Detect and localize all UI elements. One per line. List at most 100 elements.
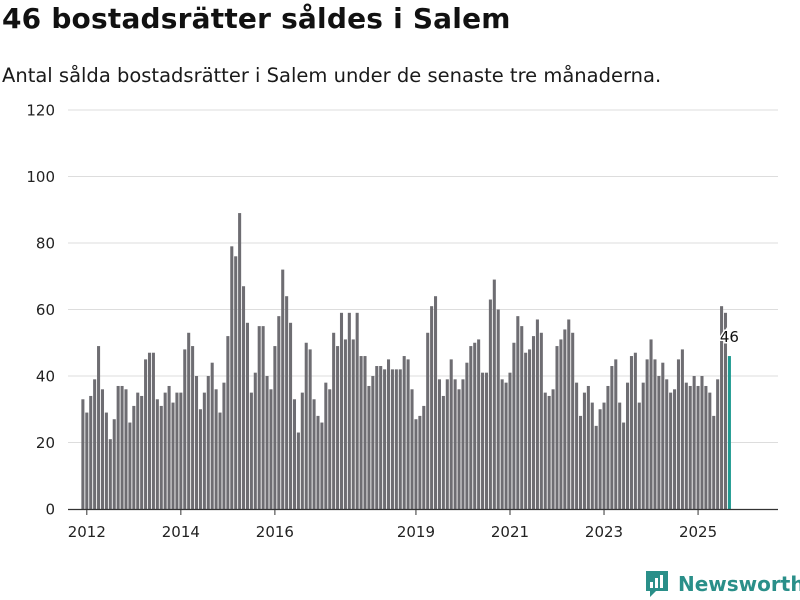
x-tick-label: 2021 xyxy=(491,523,529,541)
newsworthy-brand[interactable]: Newsworthy xyxy=(644,568,800,600)
bar xyxy=(179,392,183,509)
bar xyxy=(684,382,688,509)
bar xyxy=(473,342,477,509)
bar xyxy=(97,346,101,509)
bar xyxy=(414,419,418,509)
bar xyxy=(637,402,641,509)
bar xyxy=(108,439,112,509)
y-tick-label: 80 xyxy=(36,235,55,253)
bar-highlight xyxy=(727,356,731,509)
bar xyxy=(206,376,210,509)
bar xyxy=(300,392,304,509)
y-tick-label: 100 xyxy=(26,168,55,186)
bar xyxy=(700,376,704,509)
bar xyxy=(386,359,391,509)
bar xyxy=(132,405,136,509)
bar xyxy=(567,319,571,509)
x-tick-label: 2016 xyxy=(256,523,294,541)
bar xyxy=(551,389,555,509)
bar xyxy=(242,286,246,509)
bar xyxy=(465,362,469,509)
bar xyxy=(359,356,363,509)
bar xyxy=(680,349,684,509)
bar xyxy=(187,332,191,509)
page-title: 46 bostadsrätter såldes i Salem xyxy=(2,2,511,35)
bar xyxy=(347,312,351,509)
bar xyxy=(531,336,536,509)
bar xyxy=(539,332,543,509)
bar xyxy=(712,415,716,509)
bar xyxy=(379,366,383,509)
bar xyxy=(269,389,273,509)
bar xyxy=(618,402,622,509)
bar xyxy=(324,382,328,509)
bar xyxy=(555,346,559,509)
x-tick-label: 2025 xyxy=(679,523,717,541)
bar xyxy=(85,412,89,509)
bar xyxy=(481,372,485,509)
bar xyxy=(210,362,214,509)
bar xyxy=(449,359,453,509)
bar xyxy=(136,392,140,509)
bar xyxy=(477,339,481,509)
bar xyxy=(128,422,132,509)
bar xyxy=(171,402,175,509)
bar xyxy=(602,402,606,509)
bar xyxy=(461,379,465,509)
bar xyxy=(633,352,637,509)
bar xyxy=(285,296,289,509)
bar xyxy=(316,415,320,509)
bar xyxy=(343,339,347,509)
bar xyxy=(394,369,398,509)
bar xyxy=(93,379,97,509)
bar xyxy=(641,382,645,509)
bar xyxy=(508,372,512,509)
bar xyxy=(614,359,618,509)
bar xyxy=(441,395,445,509)
bar xyxy=(304,342,308,509)
bar xyxy=(308,349,312,509)
bar xyxy=(524,352,528,509)
bar xyxy=(453,379,457,509)
bar xyxy=(214,389,218,509)
bar xyxy=(598,409,602,509)
bar xyxy=(289,322,293,509)
bar xyxy=(406,359,410,509)
bar xyxy=(622,422,626,509)
bar xyxy=(296,432,300,509)
bar xyxy=(492,279,496,509)
bar xyxy=(582,392,586,509)
y-tick-label: 60 xyxy=(36,301,55,319)
bar xyxy=(155,399,159,509)
bar xyxy=(198,409,202,509)
bar xyxy=(398,369,402,509)
bar xyxy=(367,385,371,509)
bar xyxy=(339,312,344,509)
bar xyxy=(277,316,281,509)
bar xyxy=(516,316,520,509)
bar xyxy=(363,356,367,509)
bar xyxy=(484,372,489,509)
bar xyxy=(147,352,152,509)
bar xyxy=(151,352,155,509)
bar xyxy=(708,392,712,509)
bar xyxy=(222,382,226,509)
bar xyxy=(606,385,610,509)
bar xyxy=(422,405,426,509)
bar xyxy=(159,405,163,509)
bar xyxy=(120,385,124,509)
y-tick-label: 40 xyxy=(36,368,55,386)
brand-name: Newsworthy xyxy=(678,572,800,596)
bar xyxy=(163,392,167,509)
bar xyxy=(230,246,234,509)
bar xyxy=(626,382,630,509)
bar xyxy=(332,332,336,509)
y-tick-label: 120 xyxy=(26,102,55,120)
bar xyxy=(253,372,257,509)
bar xyxy=(273,346,277,509)
bar xyxy=(594,425,598,509)
bar xyxy=(140,395,144,509)
bar xyxy=(124,389,128,509)
bar xyxy=(226,336,230,509)
bar xyxy=(144,359,148,509)
